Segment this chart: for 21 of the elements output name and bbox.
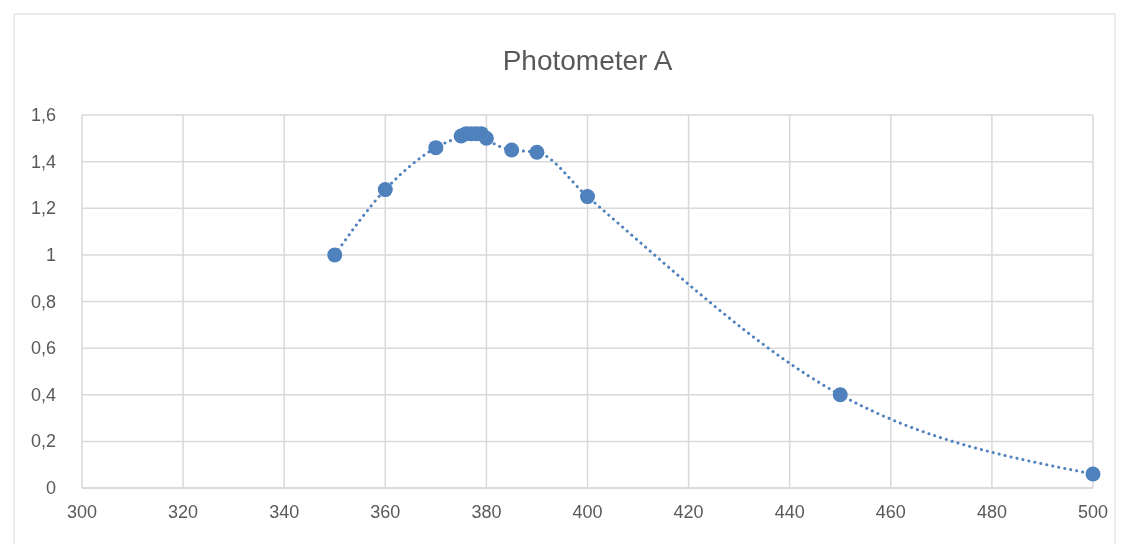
- x-tick-label: 480: [976, 502, 1007, 522]
- x-tick-label: 420: [673, 502, 704, 522]
- x-tick-label: 500: [1077, 502, 1109, 522]
- y-tick-label: 1,6: [30, 105, 56, 125]
- y-tick-label: 0,6: [30, 338, 56, 359]
- y-tick-label: 0,4: [30, 384, 56, 405]
- x-tick-label: 380: [471, 502, 502, 522]
- x-tick-label: 460: [875, 502, 906, 522]
- y-tick-label: 0,8: [30, 291, 56, 312]
- x-tick-label: 320: [168, 502, 199, 522]
- x-tick-label: 340: [269, 502, 300, 522]
- chart-title: Photometer A: [502, 45, 673, 76]
- y-tick-label: 0,2: [30, 431, 56, 452]
- x-tick-label: 440: [774, 502, 805, 522]
- y-tick-label: 1,4: [30, 151, 56, 172]
- y-tick-label: 1,2: [30, 198, 56, 219]
- x-tick-label: 300: [66, 502, 98, 522]
- y-tick-label: 1: [45, 244, 56, 265]
- x-tick-label: 400: [572, 502, 603, 522]
- y-tick-label: 0: [45, 478, 56, 498]
- x-tick-label: 360: [370, 502, 401, 522]
